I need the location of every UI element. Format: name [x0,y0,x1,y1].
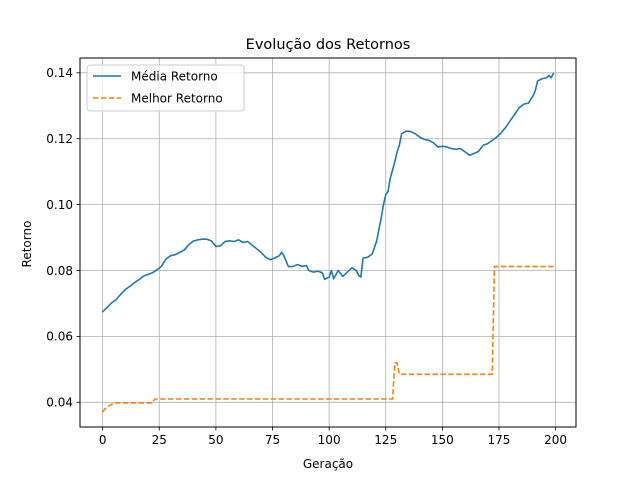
legend-label-melhor-retorno: Melhor Retorno [131,92,223,106]
x-axis-label: Geração [303,457,353,471]
x-tick-label: 175 [488,433,511,447]
x-tick-label: 75 [265,433,280,447]
x-tick-label: 0 [99,433,107,447]
axes-frame [79,57,577,428]
x-tick-label: 25 [152,433,167,447]
x-tick-label: 50 [208,433,223,447]
y-tick-label: 0.10 [46,198,73,212]
y-tick-label: 0.14 [46,66,73,80]
legend-box [86,64,245,112]
y-axis-label: Retorno [20,221,34,268]
x-tick-label: 150 [431,433,454,447]
y-tick-label: 0.12 [46,132,73,146]
y-tick-label: 0.04 [46,396,73,410]
legend-label-media-retorno: Média Retorno [131,70,218,84]
y-tick-label: 0.08 [46,264,73,278]
y-tick-label: 0.06 [46,330,73,344]
axis-ticks: 0 25 50 75 100 125 150 175 200 0.04 0.06 0.08 0.10 0.… [46,66,567,447]
series-line-media-retorno [101,72,555,313]
x-tick-label: 200 [544,433,567,447]
series-line-melhor-retorno [101,265,554,413]
legend: Média Retorno Melhor Retorno [86,64,245,112]
chart-title: Evolução dos Retornos [246,37,411,53]
x-tick-label: 125 [374,433,397,447]
plot-series [101,72,555,413]
x-tick-label: 100 [318,433,341,447]
